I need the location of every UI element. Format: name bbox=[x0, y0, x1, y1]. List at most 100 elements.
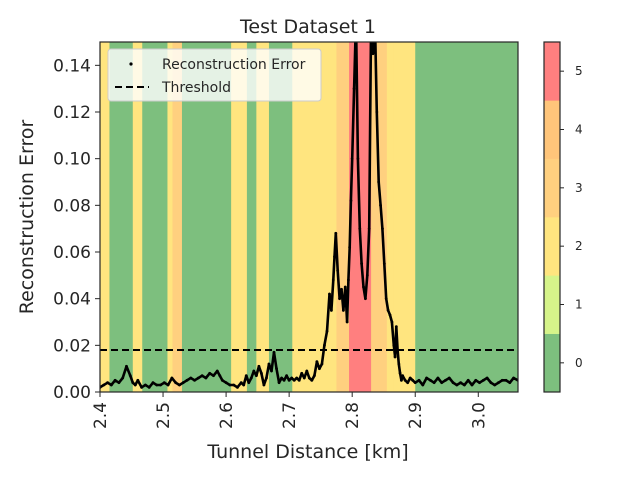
error-point bbox=[371, 52, 375, 56]
error-point bbox=[352, 87, 356, 91]
error-point bbox=[397, 362, 401, 366]
x-tick-label: 2.7 bbox=[280, 402, 300, 429]
error-point bbox=[440, 381, 444, 385]
error-point bbox=[287, 378, 291, 382]
class-band-1 bbox=[109, 42, 134, 392]
class-band-9 bbox=[256, 42, 270, 392]
error-point bbox=[275, 367, 278, 371]
y-tick-label: 0.14 bbox=[53, 56, 91, 76]
error-point bbox=[447, 376, 451, 380]
error-point bbox=[325, 329, 329, 333]
error-point bbox=[117, 381, 121, 385]
error-point bbox=[455, 383, 459, 387]
legend: Reconstruction Error Threshold bbox=[107, 48, 322, 102]
error-point bbox=[425, 376, 428, 380]
class-band-16 bbox=[393, 42, 416, 392]
error-point bbox=[244, 374, 248, 378]
legend-error-marker bbox=[129, 62, 133, 66]
error-point bbox=[162, 381, 166, 385]
error-point bbox=[411, 378, 415, 382]
colorbar-frame bbox=[543, 41, 561, 393]
y-tick-label: 0.02 bbox=[53, 336, 91, 356]
error-point bbox=[432, 381, 436, 385]
error-point bbox=[140, 385, 144, 389]
error-point bbox=[417, 378, 421, 382]
y-tick-label: 0.08 bbox=[53, 196, 91, 216]
error-point bbox=[329, 308, 333, 312]
colorbar-tick-label: 0 bbox=[575, 356, 583, 370]
class-band-15 bbox=[386, 42, 394, 392]
legend-threshold-label: Threshold bbox=[161, 80, 231, 96]
error-point bbox=[375, 110, 379, 114]
colorbar-tick-label: 1 bbox=[575, 298, 583, 312]
class-band-12 bbox=[336, 42, 350, 392]
error-point bbox=[252, 369, 256, 373]
error-point bbox=[215, 369, 219, 373]
error-point bbox=[358, 227, 362, 231]
colorbar-tick-label: 2 bbox=[575, 239, 583, 253]
y-tick-label: 0.04 bbox=[53, 290, 91, 310]
error-point bbox=[347, 278, 350, 282]
error-point bbox=[390, 320, 394, 324]
error-point bbox=[232, 383, 236, 387]
error-point bbox=[320, 362, 324, 366]
class-band-7 bbox=[231, 42, 248, 392]
error-point bbox=[508, 381, 512, 385]
error-point bbox=[312, 374, 316, 378]
error-point bbox=[236, 385, 239, 389]
error-point bbox=[413, 381, 417, 385]
error-point bbox=[178, 383, 181, 387]
error-point bbox=[356, 157, 360, 161]
class-band-10 bbox=[268, 42, 293, 392]
error-point bbox=[463, 383, 466, 387]
error-point bbox=[147, 385, 151, 389]
colorbar-tick-label: 3 bbox=[575, 181, 583, 195]
error-point bbox=[393, 355, 397, 359]
error-point bbox=[466, 378, 470, 382]
error-point bbox=[272, 350, 276, 354]
error-point bbox=[262, 383, 266, 387]
error-point bbox=[343, 285, 347, 289]
error-point bbox=[295, 376, 299, 380]
error-point bbox=[367, 227, 371, 231]
y-tick-label: 0.10 bbox=[53, 150, 91, 170]
error-point bbox=[193, 378, 196, 382]
x-tick-label: 2.9 bbox=[406, 402, 426, 429]
error-point bbox=[239, 381, 243, 385]
x-tick-label: 3.0 bbox=[469, 402, 489, 429]
error-point bbox=[125, 364, 128, 368]
error-point bbox=[348, 245, 352, 249]
error-point bbox=[277, 381, 281, 385]
error-point bbox=[334, 231, 338, 235]
plot-frame bbox=[99, 41, 519, 393]
error-point bbox=[220, 378, 224, 382]
colorbar-segment-3 bbox=[544, 158, 560, 218]
class-bands bbox=[100, 42, 518, 392]
colorbar-segment-5 bbox=[544, 42, 560, 101]
colorbar-segment-1 bbox=[544, 275, 560, 334]
class-band-5 bbox=[172, 42, 183, 392]
colorbar-segment-4 bbox=[544, 100, 560, 159]
chart-title: Test Dataset 1 bbox=[239, 16, 376, 38]
error-point bbox=[478, 381, 481, 385]
error-point bbox=[381, 227, 384, 231]
error-point bbox=[392, 343, 396, 347]
error-point bbox=[310, 378, 314, 382]
error-point bbox=[315, 360, 319, 364]
error-point bbox=[403, 378, 407, 382]
y-tick-label: 0.12 bbox=[53, 103, 91, 123]
error-point bbox=[151, 381, 155, 385]
colorbar-tick-label: 4 bbox=[575, 123, 583, 137]
error-point bbox=[257, 364, 261, 368]
error-point bbox=[362, 285, 365, 289]
error-point bbox=[331, 278, 335, 282]
error-point bbox=[398, 371, 402, 375]
error-point bbox=[481, 378, 485, 382]
error-point bbox=[106, 381, 109, 385]
error-point bbox=[113, 378, 117, 382]
error-point bbox=[338, 297, 341, 301]
y-tick-label: 0.00 bbox=[53, 383, 91, 403]
error-point bbox=[247, 381, 251, 385]
error-point bbox=[189, 376, 193, 380]
